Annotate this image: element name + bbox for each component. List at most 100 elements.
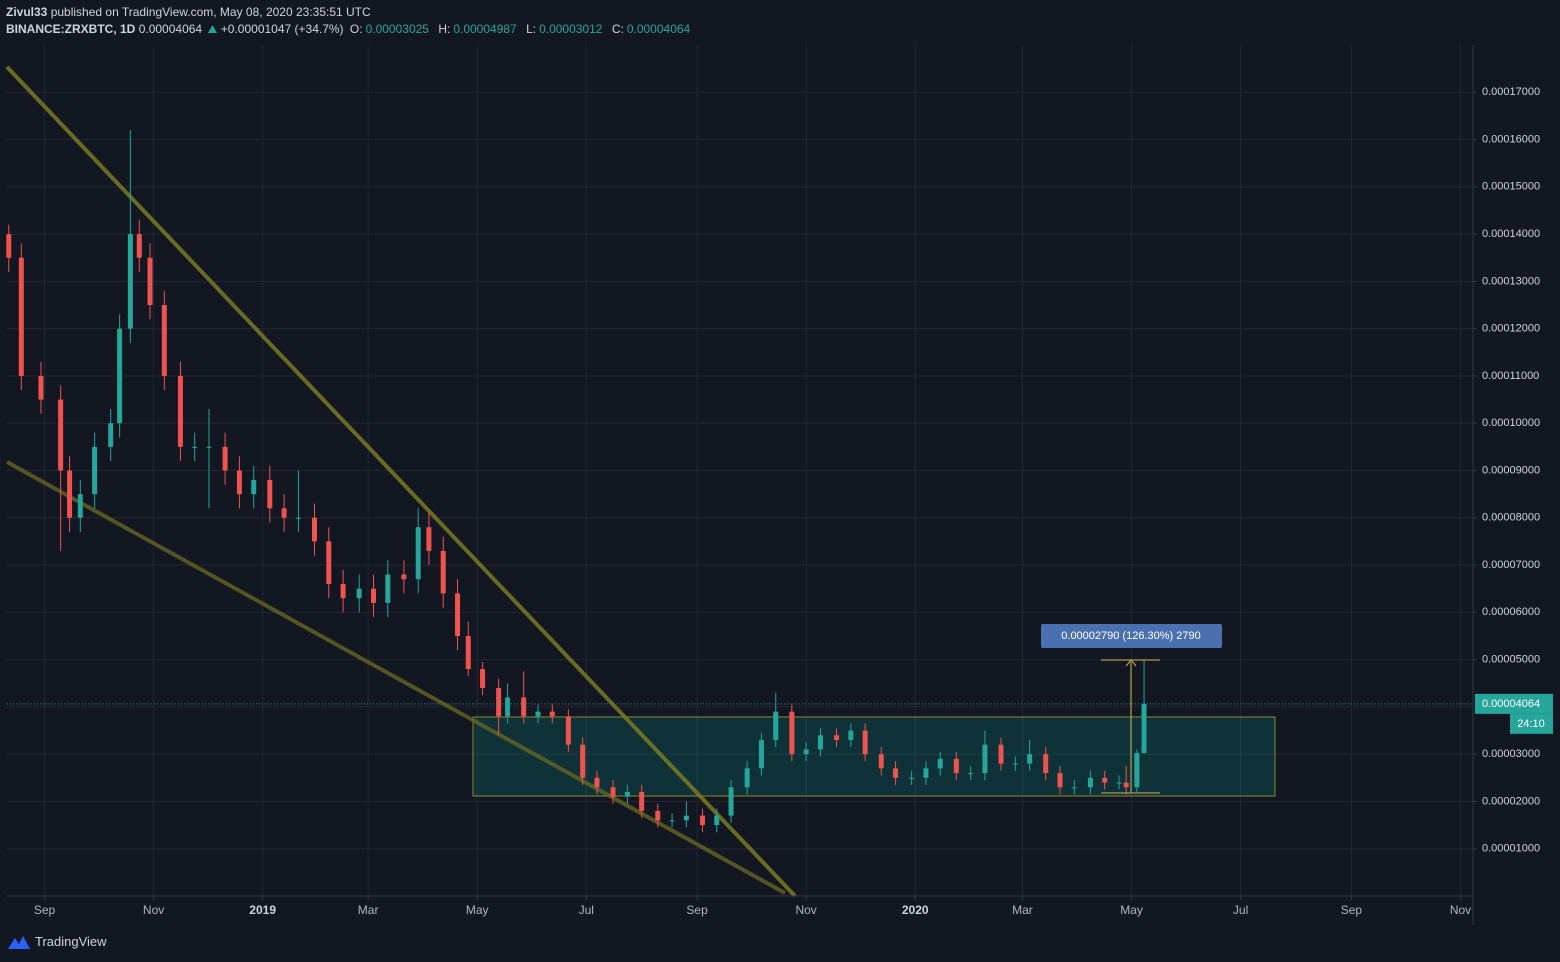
y-tick-label: 0.00010000 <box>1482 417 1540 429</box>
candle-body <box>728 787 734 816</box>
x-tick-label: Mar <box>358 903 379 917</box>
candle-body <box>580 744 586 778</box>
candle-body <box>669 820 675 822</box>
last: 0.00004064 <box>138 22 203 36</box>
candle-body <box>340 583 346 599</box>
candle-body <box>206 446 212 448</box>
author: Zivul33 <box>6 5 48 19</box>
candle-body <box>236 470 242 495</box>
candle-body <box>655 810 661 821</box>
candle-body <box>496 687 502 717</box>
up-arrow <box>208 25 218 33</box>
candle-body <box>401 574 407 580</box>
candle-body <box>1057 773 1063 788</box>
candle-body <box>385 574 391 603</box>
axes: 0.000010000.000020000.000030000.00004000… <box>7 86 1553 917</box>
x-tick-label: Sep <box>34 903 56 917</box>
candle-body <box>714 815 720 826</box>
measure-label: 0.00002790 (126.30%) 2790 <box>1061 630 1200 642</box>
candle-body <box>415 527 421 580</box>
y-tick-label: 0.00007000 <box>1482 559 1540 571</box>
candle-body <box>758 739 764 769</box>
y-tick-label: 0.00006000 <box>1482 606 1540 618</box>
h-label: H: <box>438 22 451 36</box>
candle-body <box>117 328 123 424</box>
candle-body <box>295 517 301 519</box>
y-tick-label: 0.00017000 <box>1482 86 1540 98</box>
candle-body <box>38 375 44 400</box>
candle-body <box>371 588 376 603</box>
candle-body <box>998 744 1004 764</box>
candle-body <box>773 711 779 740</box>
change: +0.00001047 (+34.7%) <box>220 22 344 36</box>
candle-body <box>594 777 600 788</box>
candle-body <box>848 730 854 740</box>
symbol-line: BINANCE:ZRXBTC, 1D 0.00004064 +0.0000104… <box>6 21 696 38</box>
logo <box>8 935 30 949</box>
candle-body <box>127 234 133 329</box>
x-tick-label: 2019 <box>249 903 276 917</box>
candle-body <box>177 375 183 447</box>
candle-body <box>505 697 511 717</box>
y-tick-label: 0.00016000 <box>1482 133 1540 145</box>
brand: TradingView <box>35 934 107 949</box>
countdown-box <box>1510 713 1553 734</box>
y-tick-label: 0.00001000 <box>1482 843 1540 855</box>
candle-body <box>1087 777 1093 788</box>
measure-arrow <box>1125 659 1137 667</box>
candle-body <box>909 777 915 779</box>
header: Zivul33 published on TradingView.com, Ma… <box>6 4 696 38</box>
candle-body <box>1134 752 1140 788</box>
candle-body <box>18 257 24 376</box>
candle-body <box>267 479 273 509</box>
x-tick-label: Jul <box>1233 903 1248 917</box>
candle-body <box>426 527 432 551</box>
grid <box>7 45 1473 896</box>
candle-body <box>161 305 167 376</box>
candle-body <box>610 787 616 797</box>
candle-body <box>878 754 884 769</box>
published: published on TradingView.com, May 08, 20… <box>50 5 371 19</box>
y-tick-label: 0.00005000 <box>1482 654 1540 666</box>
candle-body <box>77 494 83 518</box>
y-tick-label: 0.00015000 <box>1482 181 1540 193</box>
footer: TradingView <box>8 934 107 949</box>
l-value: 0.00003012 <box>539 22 603 36</box>
x-tick-label: May <box>1120 903 1143 917</box>
candle-body <box>1102 777 1108 783</box>
c-label: C: <box>611 22 624 36</box>
candle-body <box>744 768 750 788</box>
candle-body <box>968 773 974 775</box>
measure-box <box>1041 624 1222 648</box>
x-tick-label: Sep <box>686 903 708 917</box>
candle-body <box>1141 703 1147 753</box>
y-tick-label: 0.00002000 <box>1482 795 1540 807</box>
candle-body <box>58 399 64 471</box>
x-tick-label: 2020 <box>902 903 929 917</box>
candle-body <box>465 635 471 670</box>
candle-body <box>624 791 630 797</box>
candle-body <box>953 758 959 774</box>
price-label-box <box>1475 693 1553 714</box>
y-tick-label: 0.00014000 <box>1482 228 1540 240</box>
candle-body <box>222 446 228 471</box>
candle-body <box>699 815 705 826</box>
candle-body <box>789 711 795 755</box>
candle-body <box>251 479 257 495</box>
candle-body <box>147 257 153 306</box>
candle-body <box>6 234 12 258</box>
x-tick-label: Nov <box>795 903 816 917</box>
x-tick-label: May <box>466 903 489 917</box>
y-tick-label: 0.00012000 <box>1482 323 1540 335</box>
candle-body <box>312 517 318 542</box>
candle-body <box>521 697 527 717</box>
candle-body <box>549 711 555 717</box>
candle-body <box>817 735 823 750</box>
candle-body <box>67 470 73 518</box>
candle-body <box>326 541 332 584</box>
c-value: 0.00004064 <box>626 22 691 36</box>
candle-body <box>1012 763 1018 765</box>
candle-body <box>535 711 541 717</box>
